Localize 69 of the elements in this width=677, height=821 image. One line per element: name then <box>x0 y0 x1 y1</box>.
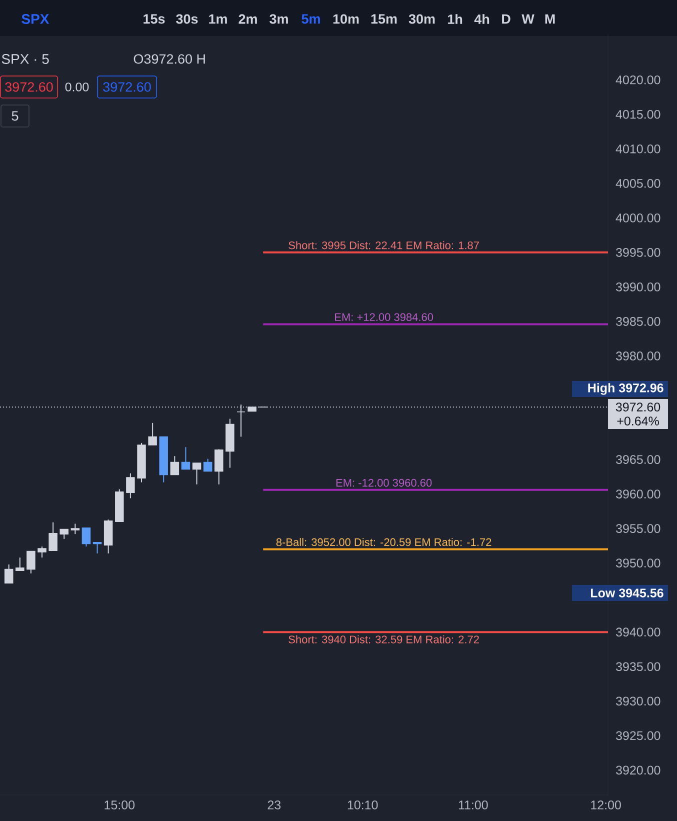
candlestick <box>192 462 202 485</box>
y-tick-label: 3950.00 <box>616 558 660 568</box>
candlestick <box>92 542 102 554</box>
candlestick <box>126 472 135 499</box>
candlestick <box>70 523 80 535</box>
x-tick-label: 12:00 <box>591 800 621 810</box>
text: 5m <box>302 14 320 24</box>
annotation: 3972.60 <box>103 82 151 92</box>
candlestick <box>181 446 190 470</box>
ref-line-label: EM: -12.00 3960.60 <box>336 478 432 487</box>
y-tick-label: 3955.00 <box>616 524 660 533</box>
text: SPX · 5 <box>2 54 49 64</box>
x-tick-label: 15:00 <box>104 800 135 810</box>
text: +0.64% <box>617 416 659 426</box>
y-tick-label: 3990.00 <box>616 282 660 292</box>
text: 30m <box>408 14 435 24</box>
ref-line-label: EM: +12.00 3984.60 <box>335 313 434 322</box>
candlestick <box>48 522 58 552</box>
annotation: O3972.60 H <box>134 54 205 64</box>
text: 30s <box>176 14 198 24</box>
x-tick-label: 11:00 <box>458 800 488 810</box>
candlestick <box>26 550 36 574</box>
candlestick <box>4 564 14 584</box>
candlestick <box>214 448 224 485</box>
y-tick-label: 3930.00 <box>616 696 660 706</box>
y-tick-label: 4000.00 <box>616 214 660 222</box>
candlestick <box>16 557 24 572</box>
text: 1m <box>209 14 227 24</box>
y-tick-label: 3980.00 <box>616 352 660 360</box>
text: 1h <box>448 14 462 24</box>
text: 3m <box>270 14 288 24</box>
annotation: 0.00 <box>65 82 89 92</box>
text: D <box>502 14 510 24</box>
annotation: 5 <box>12 111 18 121</box>
y-tick-label: 4010.00 <box>616 144 660 154</box>
ref-line-label: Short: 3940 Dist: 32.59 EM Ratio: 2.72 <box>288 635 479 644</box>
y-tick-label: 3920.00 <box>616 766 660 775</box>
ref-line-label: Short: 3995 Dist: 22.41 EM Ratio: 1.87 <box>288 241 479 250</box>
text: 15m <box>371 14 397 24</box>
ref-line-label: 8-Ball: 3952.00 Dist: -20.59 EM Ratio: -1.72 <box>276 538 492 546</box>
y-tick-label: 4005.00 <box>616 178 660 188</box>
y-tick-label: 3995.00 <box>616 248 660 257</box>
candlestick <box>203 458 212 472</box>
y-tick-label: 3965.00 <box>616 455 660 464</box>
text: M <box>545 14 555 24</box>
text: 2m <box>238 14 257 24</box>
y-tick-label: 4015.00 <box>616 110 660 119</box>
candlestick <box>38 546 46 558</box>
y-tick-label: 3935.00 <box>616 662 660 672</box>
text: SPX <box>22 14 50 24</box>
text: 10m <box>333 14 359 24</box>
y-tick-label: 3925.00 <box>616 731 660 740</box>
text: 15s <box>144 14 165 24</box>
x-tick-label: 10:10 <box>348 800 378 810</box>
candlestick <box>170 456 180 476</box>
annotation: High 3972.96 <box>588 383 664 395</box>
annotation: 3972.60 <box>5 82 53 92</box>
text: W <box>522 14 534 24</box>
candlestick <box>82 527 91 547</box>
y-tick-label: 3985.00 <box>616 317 660 326</box>
candlestick <box>60 528 68 540</box>
x-tick-label: 23 <box>268 800 281 810</box>
annotation: Low 3945.56 <box>590 588 664 598</box>
y-tick-label: 3960.00 <box>616 490 660 498</box>
candlestick <box>148 422 157 446</box>
y-tick-label: 4020.00 <box>616 75 660 84</box>
ref-line-label: 3972.60 <box>616 402 660 412</box>
text: 4h <box>474 14 490 24</box>
y-tick-label: 3940.00 <box>616 628 660 637</box>
